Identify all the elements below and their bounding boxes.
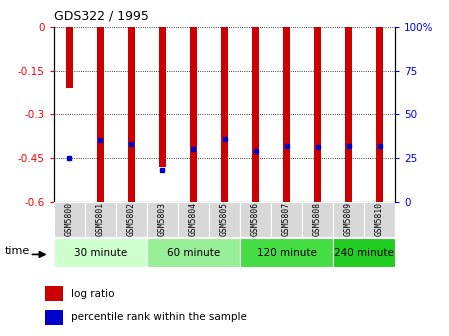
Bar [251, 27, 260, 202]
Bar [240, 202, 271, 237]
Bar [147, 202, 178, 237]
Text: 120 minute: 120 minute [257, 248, 317, 258]
Bar [54, 239, 147, 267]
Text: GSM5808: GSM5808 [313, 202, 322, 236]
Bar [189, 27, 198, 202]
Bar [97, 27, 104, 202]
Bar [333, 239, 395, 267]
Bar [283, 27, 291, 202]
Bar [147, 239, 240, 267]
Text: GSM5810: GSM5810 [375, 202, 384, 236]
Text: GSM5802: GSM5802 [127, 202, 136, 236]
Bar [178, 202, 209, 237]
Bar [333, 202, 364, 237]
Text: percentile rank within the sample: percentile rank within the sample [70, 312, 247, 322]
Text: 240 minute: 240 minute [334, 248, 394, 258]
Text: time: time [4, 246, 30, 256]
Bar [85, 202, 116, 237]
Bar [66, 27, 73, 88]
Text: GDS322 / 1995: GDS322 / 1995 [54, 10, 149, 23]
Bar [158, 27, 166, 167]
Text: GSM5803: GSM5803 [158, 202, 167, 236]
Text: GSM5801: GSM5801 [96, 202, 105, 236]
Bar [302, 202, 333, 237]
Bar [364, 202, 395, 237]
Bar [209, 202, 240, 237]
Bar [240, 239, 333, 267]
Text: 30 minute: 30 minute [74, 248, 127, 258]
Text: GSM5809: GSM5809 [344, 202, 353, 236]
Bar [271, 202, 302, 237]
Bar [314, 27, 321, 202]
Bar [45, 309, 63, 325]
Text: 60 minute: 60 minute [167, 248, 220, 258]
Text: GSM5806: GSM5806 [251, 202, 260, 236]
Text: log ratio: log ratio [70, 289, 114, 298]
Text: GSM5807: GSM5807 [282, 202, 291, 236]
Bar [376, 27, 383, 202]
Bar [220, 27, 229, 202]
Bar [54, 202, 85, 237]
Text: GSM5800: GSM5800 [65, 202, 74, 236]
Bar [45, 286, 63, 301]
Bar [116, 202, 147, 237]
Text: GSM5804: GSM5804 [189, 202, 198, 236]
Bar [128, 27, 135, 202]
Bar [345, 27, 352, 202]
Text: GSM5805: GSM5805 [220, 202, 229, 236]
